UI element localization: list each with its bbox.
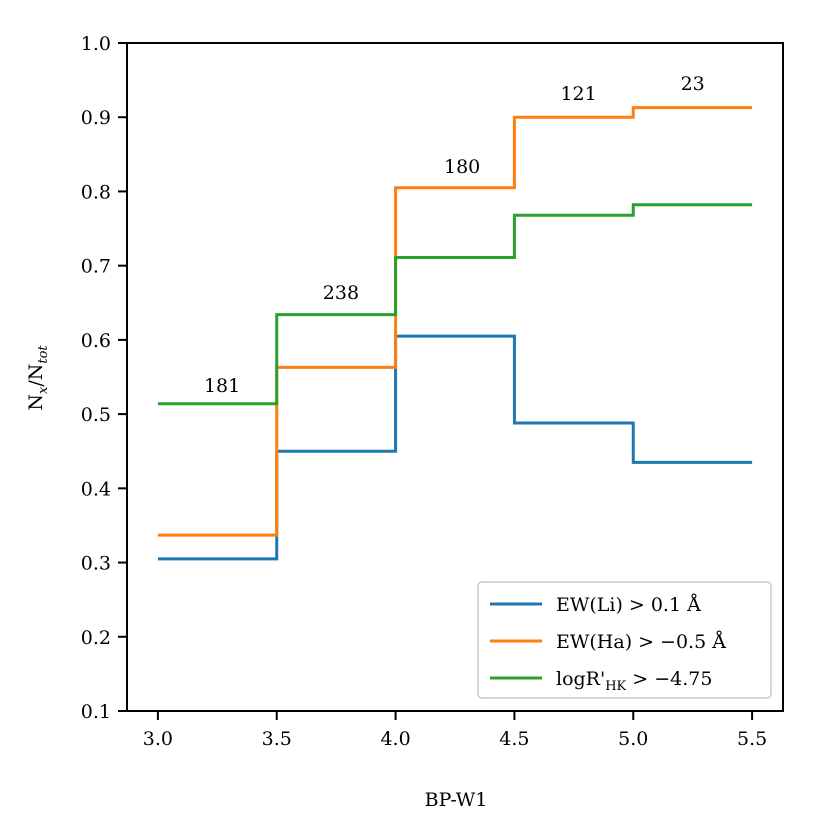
x-tick-label: 4.0 xyxy=(380,728,410,750)
y-tick-label: 0.2 xyxy=(81,627,111,649)
y-tick-label: 0.5 xyxy=(81,404,111,426)
x-tick-label: 3.5 xyxy=(262,728,292,750)
legend-label-ew-li: EW(Li) >0.1 Å xyxy=(556,594,701,616)
count-annotations: 181 238 180 121 23 xyxy=(204,73,705,397)
plot-frame xyxy=(126,42,784,712)
count-annotation: 180 xyxy=(444,156,480,178)
y-tick-label: 0.6 xyxy=(81,330,111,352)
count-annotation: 181 xyxy=(204,375,240,397)
x-tick-label: 5.0 xyxy=(618,728,648,750)
y-tick-label: 0.8 xyxy=(81,181,111,203)
x-tick-label: 4.5 xyxy=(499,728,529,750)
x-tick-label: 3.0 xyxy=(143,728,173,750)
y-tick-label: 0.4 xyxy=(81,478,111,500)
y-tick-label: 1.0 xyxy=(81,33,111,55)
y-tick-label: 0.9 xyxy=(81,107,111,129)
series-group xyxy=(157,106,753,561)
series-line-2 xyxy=(157,203,753,406)
series-line-0 xyxy=(157,334,753,561)
legend-box xyxy=(477,581,772,699)
legend-label-ew-ha: EW(Ha) > −0.5 Å xyxy=(556,631,726,653)
count-annotation: 238 xyxy=(323,282,359,304)
x-tick-label: 5.5 xyxy=(737,728,767,750)
legend: EW(Li) >0.1 Å EW(Ha) > −0.5 Å logR'HK > −4.75 xyxy=(477,581,772,699)
y-tick-label: 0.3 xyxy=(81,553,111,575)
y-axis-label: Nx/Ntot xyxy=(25,345,51,411)
count-annotation: 121 xyxy=(560,83,596,105)
series-line-1 xyxy=(157,106,753,537)
legend-label-logrhk: logR'HK > −4.75 xyxy=(556,668,712,694)
axes-ticks: 3.0 3.5 4.0 4.5 5.0 5.5 0.1 0.2 0.3 0.4 0.5 0.6 0.7 0… xyxy=(81,33,767,750)
y-tick-label: 0.7 xyxy=(81,256,111,278)
y-tick-label: 0.1 xyxy=(81,701,111,723)
x-axis-label: BP-W1 xyxy=(425,789,488,811)
count-annotation: 23 xyxy=(681,73,705,95)
